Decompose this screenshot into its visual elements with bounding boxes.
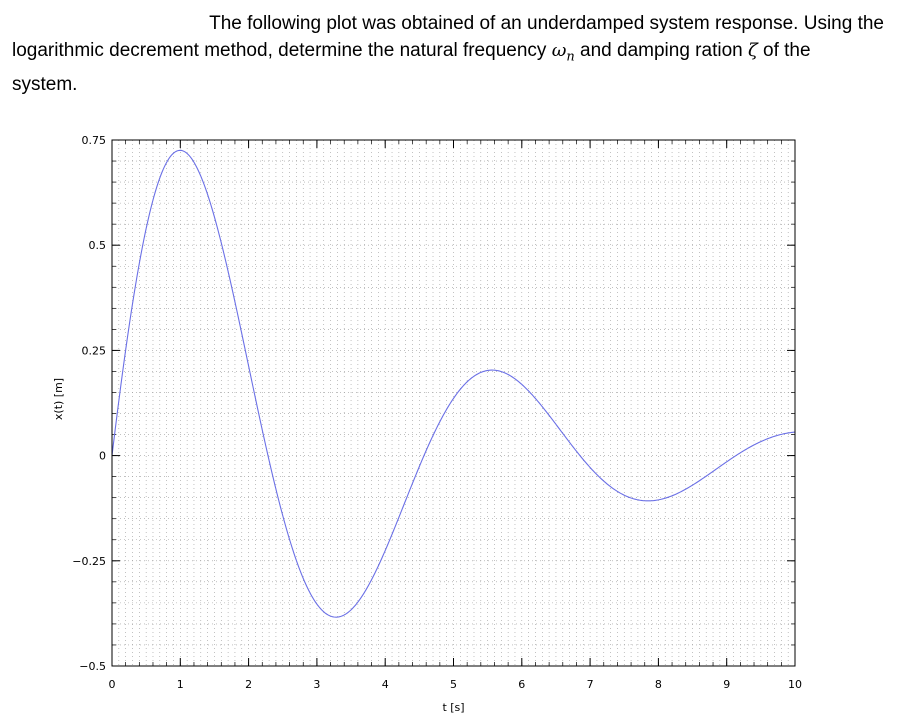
plot-frame xyxy=(111,139,796,667)
question-line-2-suffix: of the xyxy=(763,40,811,61)
zeta-symbol: ζ xyxy=(747,40,758,61)
x-tick-label: 2 xyxy=(245,678,252,691)
x-tick-label: 4 xyxy=(382,678,389,691)
x-tick-label: 8 xyxy=(655,678,662,691)
response-curve xyxy=(111,149,796,618)
x-tick-label: 0 xyxy=(109,678,116,691)
y-tick-label: 0.25 xyxy=(82,344,107,357)
y-tick-labels: −0.5 −0.25 0 0.25 0.5 0.75 xyxy=(72,134,106,673)
omega-n-symbol: ωn xyxy=(551,40,575,65)
y-axis-label: x(t) [m] xyxy=(52,378,65,420)
x-tick-label: 10 xyxy=(788,678,802,691)
question-line-2-prefix: logarithmic decrement method, determine … xyxy=(12,40,547,61)
y-tick-label: 0 xyxy=(99,450,106,463)
x-tick-label: 9 xyxy=(723,678,730,691)
x-tick-label: 6 xyxy=(518,678,525,691)
x-tick-label: 3 xyxy=(313,678,320,691)
y-tick-label: 0.75 xyxy=(82,134,107,147)
question-line-1: The following plot was obtained of an un… xyxy=(209,13,884,34)
question-text: The following plot was obtained of an un… xyxy=(12,10,902,98)
x-axis-label: t [s] xyxy=(442,701,464,714)
x-tick-label: 1 xyxy=(177,678,184,691)
question-line-2-mid: and damping ration xyxy=(580,40,743,61)
y-tick-label: 0.5 xyxy=(89,239,107,252)
x-tick-label: 7 xyxy=(587,678,594,691)
x-tick-labels: 0 1 2 3 4 5 6 7 8 9 10 xyxy=(109,678,803,691)
question-line-2: logarithmic decrement method, determine … xyxy=(12,37,902,71)
x-tick-label: 5 xyxy=(450,678,457,691)
y-tick-label: −0.25 xyxy=(72,555,106,568)
y-tick-label: −0.5 xyxy=(79,660,106,673)
question-line-3: system. xyxy=(12,73,78,95)
